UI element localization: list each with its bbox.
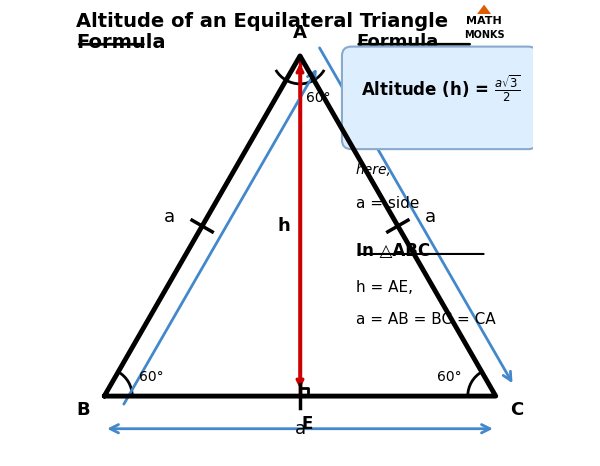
Text: Altitude (h) = $\frac{a\sqrt{3}}{2}$: Altitude (h) = $\frac{a\sqrt{3}}{2}$ xyxy=(361,73,520,104)
FancyBboxPatch shape xyxy=(342,47,538,149)
Text: Altitude of an Equilateral Triangle: Altitude of an Equilateral Triangle xyxy=(76,12,448,31)
Text: 60°: 60° xyxy=(139,370,163,384)
Text: B: B xyxy=(77,401,91,419)
Text: a: a xyxy=(164,208,175,226)
Text: MONKS: MONKS xyxy=(464,30,505,40)
Text: h: h xyxy=(277,217,290,235)
Text: 60°: 60° xyxy=(437,370,461,384)
Text: A: A xyxy=(293,24,307,42)
Text: a: a xyxy=(295,420,305,438)
Text: 60°: 60° xyxy=(307,91,331,105)
Text: here,: here, xyxy=(356,163,392,177)
Text: MATH: MATH xyxy=(466,16,502,26)
Text: Formula: Formula xyxy=(76,33,166,52)
Text: C: C xyxy=(510,401,523,419)
Text: E: E xyxy=(301,415,313,433)
Text: a = AB = BC = CA: a = AB = BC = CA xyxy=(356,312,496,327)
Text: Formula: Formula xyxy=(356,33,438,51)
Text: a: a xyxy=(425,208,436,226)
Text: h = AE,: h = AE, xyxy=(356,280,413,295)
Polygon shape xyxy=(477,5,491,14)
Text: In △ABC: In △ABC xyxy=(356,242,430,260)
Text: a = side: a = side xyxy=(356,196,419,211)
